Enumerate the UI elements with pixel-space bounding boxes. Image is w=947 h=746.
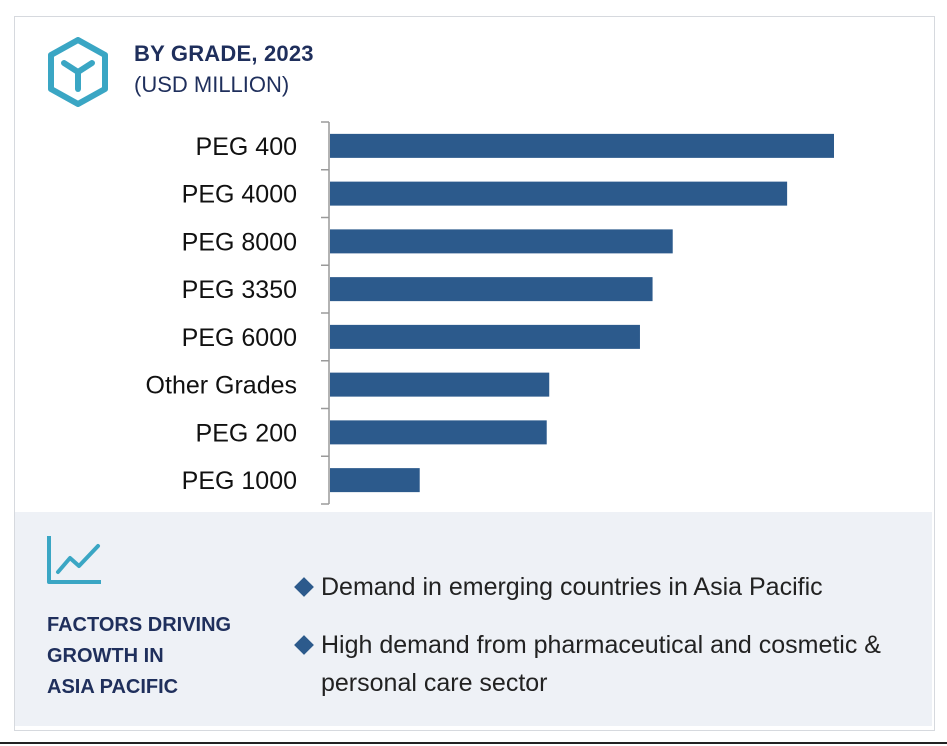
diamond-bullet-icon: [294, 635, 314, 655]
chart-title: BY GRADE, 2023: [134, 41, 314, 66]
factors-heading-line: ASIA PACIFIC: [47, 676, 179, 698]
factor-item: High demand from pharmaceutical and cosm…: [294, 626, 915, 702]
category-label: PEG 6000: [182, 324, 297, 352]
factors-heading-line: GROWTH IN: [47, 645, 164, 667]
category-label: Other Grades: [146, 372, 297, 400]
line-chart-icon: [47, 536, 101, 584]
category-label: PEG 200: [196, 419, 297, 447]
bar: [330, 133, 834, 158]
chart-subtitle: (USD MILLION): [134, 72, 290, 97]
bar-chart: PEG 400 PEG 4000 PEG 8000 PEG 3350 PEG 6000 O…: [146, 121, 834, 505]
factors-heading-line: FACTORS DRIVING: [47, 614, 232, 636]
category-label: PEG 400: [196, 133, 297, 161]
category-label: PEG 1000: [182, 467, 297, 495]
bar: [330, 324, 640, 349]
bar: [330, 229, 673, 254]
category-label: PEG 3350: [182, 276, 297, 304]
bar: [330, 420, 547, 445]
factors-heading: FACTORS DRIVING GROWTH IN ASIA PACIFIC: [47, 610, 277, 703]
factor-text: High demand from pharmaceutical and cosm…: [321, 631, 881, 697]
bar: [330, 468, 420, 493]
factor-item: Demand in emerging countries in Asia Pac…: [294, 568, 915, 606]
category-label: PEG 8000: [182, 228, 297, 256]
category-label: PEG 4000: [182, 181, 297, 209]
factor-text: Demand in emerging countries in Asia Pac…: [321, 573, 823, 601]
bottom-rule: [0, 742, 947, 744]
factors-list: Demand in emerging countries in Asia Pac…: [294, 568, 915, 722]
bar: [330, 181, 788, 206]
hexagon-y-icon: [48, 37, 108, 107]
diamond-bullet-icon: [294, 577, 314, 597]
bar: [330, 277, 653, 302]
factors-panel: [15, 512, 932, 726]
bar: [330, 372, 550, 397]
